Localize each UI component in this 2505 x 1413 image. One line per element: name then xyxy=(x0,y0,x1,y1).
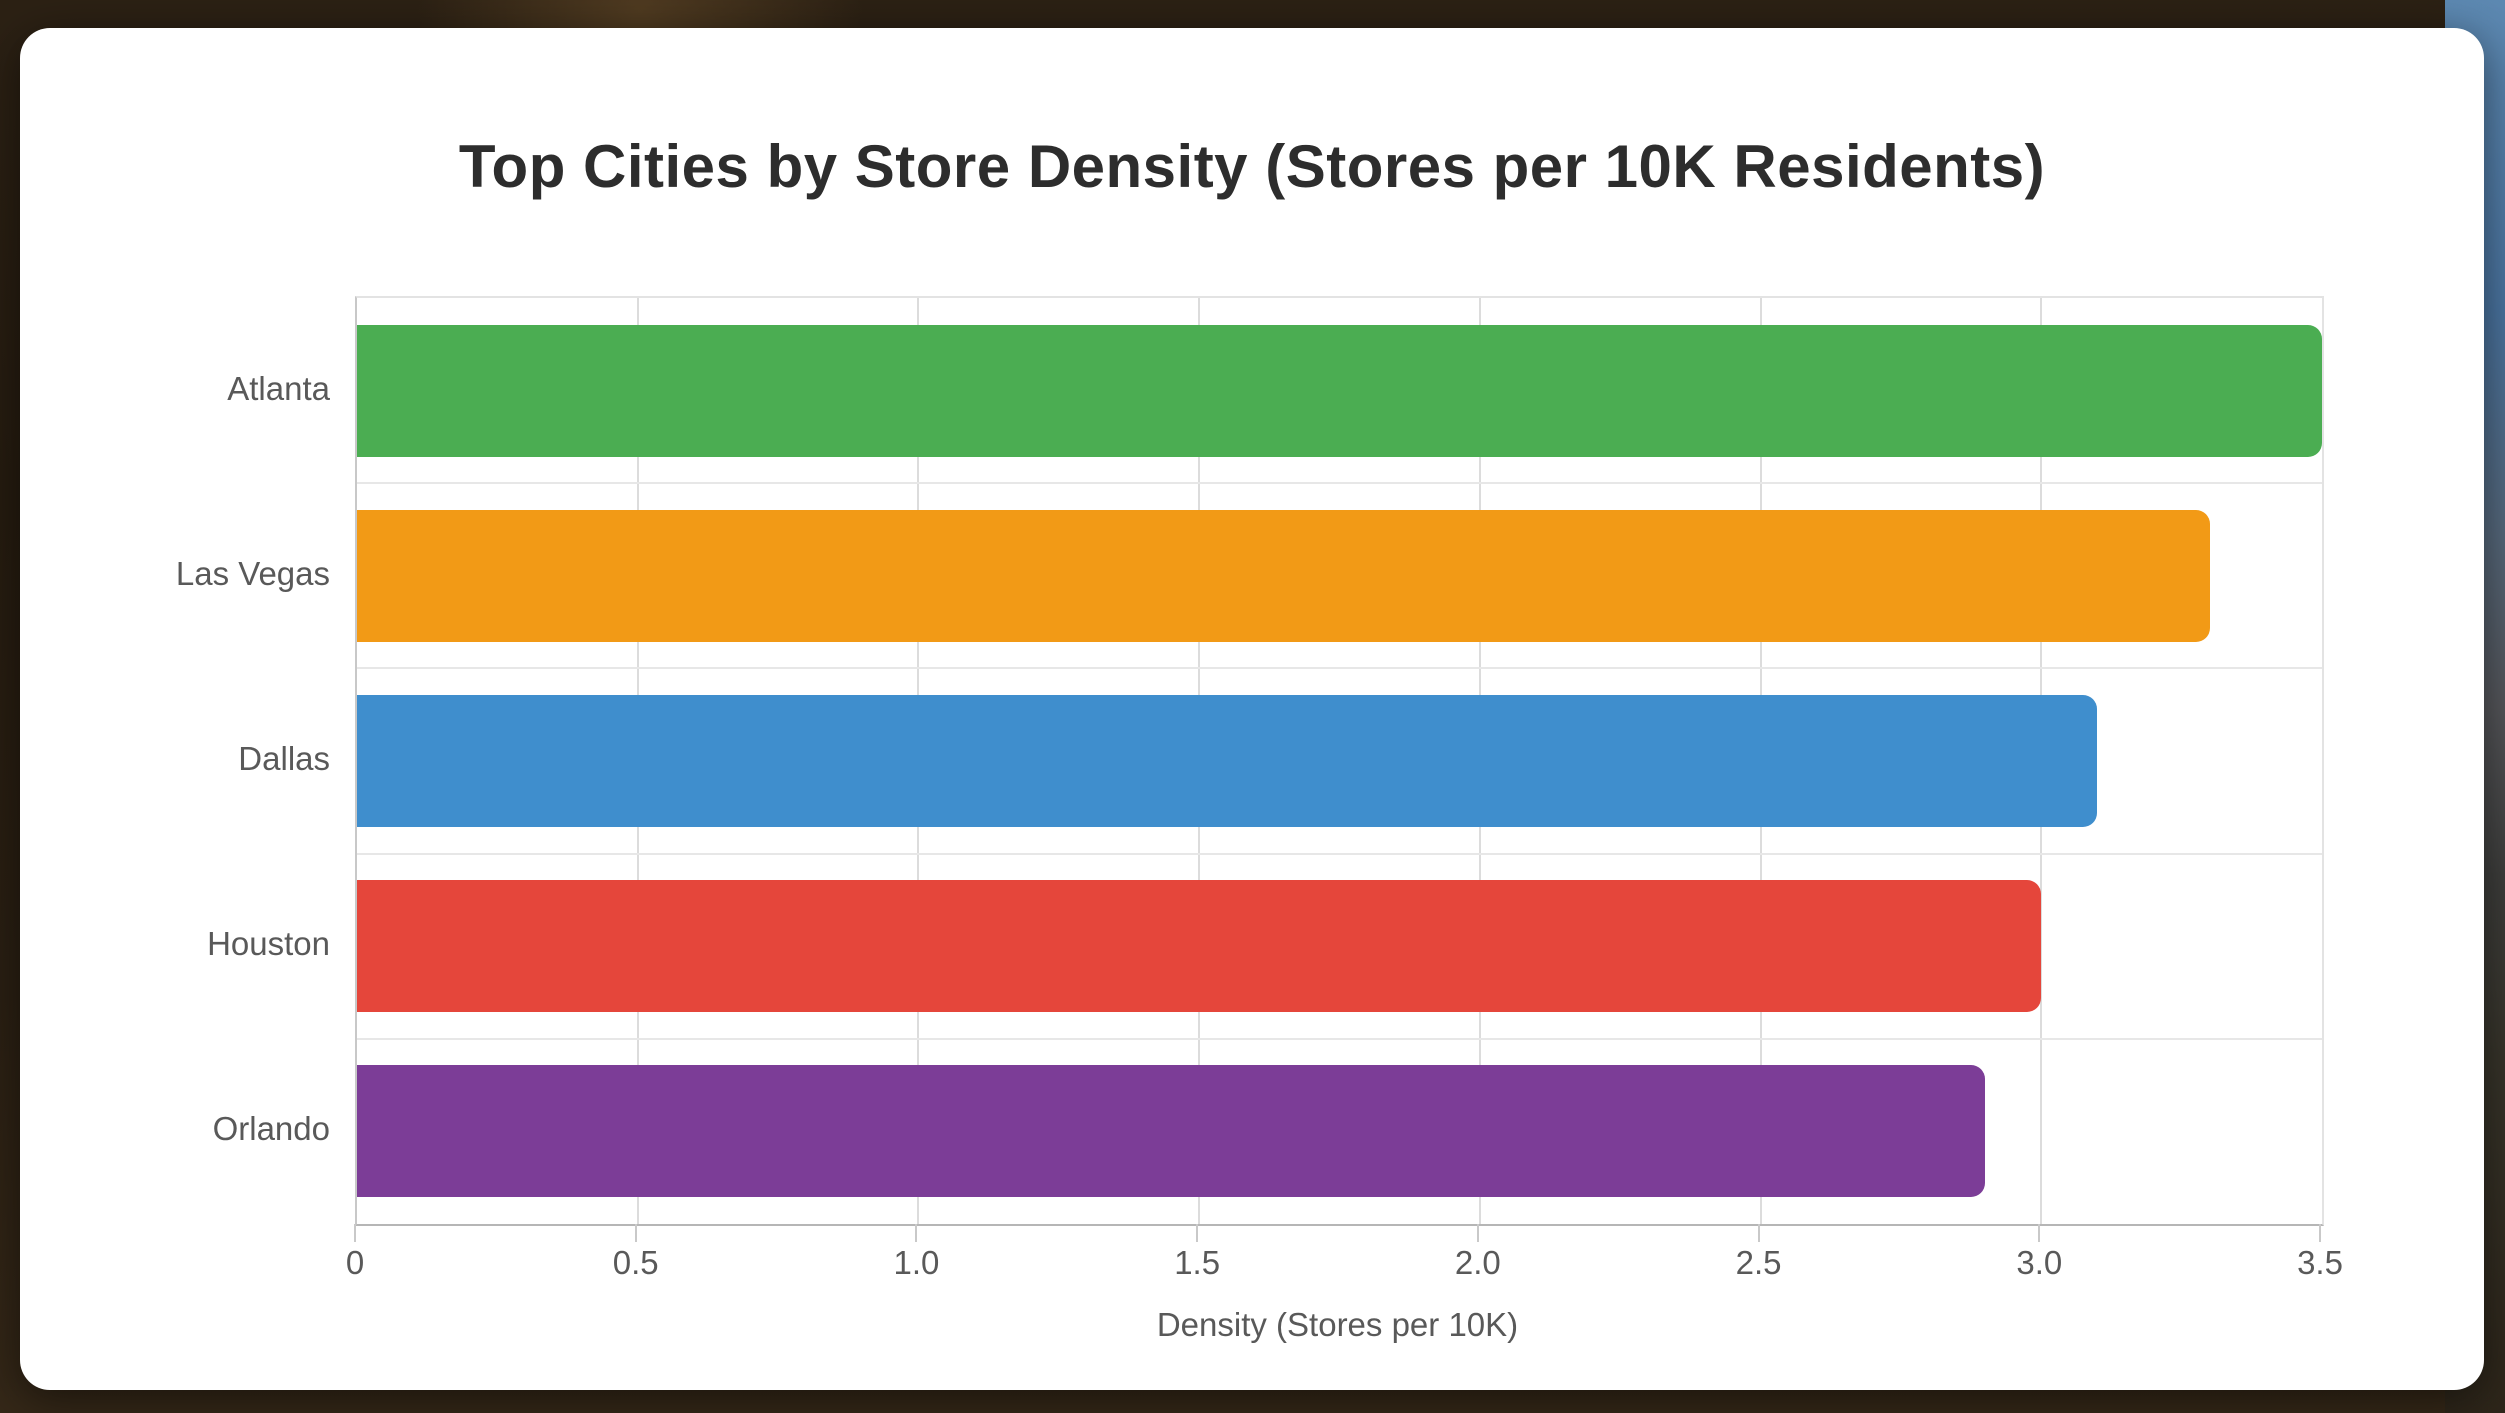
chart-card: Top Cities by Store Density (Stores per … xyxy=(20,28,2484,1390)
x-tick-mark xyxy=(354,1224,356,1242)
x-tick-label: 2.0 xyxy=(1454,1244,1501,1281)
bar-las-vegas xyxy=(357,509,2210,642)
horizontal-gridline xyxy=(357,852,2322,855)
x-tick-label: 0.5 xyxy=(612,1244,659,1281)
horizontal-gridline xyxy=(357,482,2322,485)
category-label-las-vegas: Las Vegas xyxy=(175,554,330,592)
category-label-dallas: Dallas xyxy=(238,739,330,777)
category-label-orlando: Orlando xyxy=(212,1110,330,1148)
x-tick-mark xyxy=(1476,1224,1479,1242)
chart-title: Top Cities by Store Density (Stores per … xyxy=(458,133,2046,200)
horizontal-gridline xyxy=(357,1037,2322,1040)
plot-area xyxy=(355,296,2324,1226)
bar-orlando xyxy=(357,1065,1986,1198)
x-axis-title: Density (Stores per 10K) xyxy=(1156,1306,1519,1343)
x-tick-label: 1.0 xyxy=(893,1244,940,1281)
x-tick-label: 0 xyxy=(345,1244,365,1281)
x-tick-mark xyxy=(2319,1224,2321,1242)
x-tick-label: 3.5 xyxy=(2297,1244,2343,1281)
horizontal-gridline xyxy=(357,667,2322,670)
category-label-atlanta: Atlanta xyxy=(227,369,330,407)
bar-houston xyxy=(357,880,2042,1013)
x-tick-mark xyxy=(2038,1224,2041,1242)
x-tick-label: 3.0 xyxy=(2016,1244,2063,1281)
category-label-houston: Houston xyxy=(207,925,330,963)
x-tick-mark xyxy=(1196,1224,1199,1242)
x-tick-mark xyxy=(634,1224,637,1242)
x-tick-label: 2.5 xyxy=(1735,1244,1782,1281)
x-tick-mark xyxy=(915,1224,918,1242)
x-tick-mark xyxy=(1757,1224,1760,1242)
bar-atlanta xyxy=(357,324,2322,457)
x-tick-label: 1.5 xyxy=(1174,1244,1221,1281)
bar-dallas xyxy=(357,695,2098,827)
